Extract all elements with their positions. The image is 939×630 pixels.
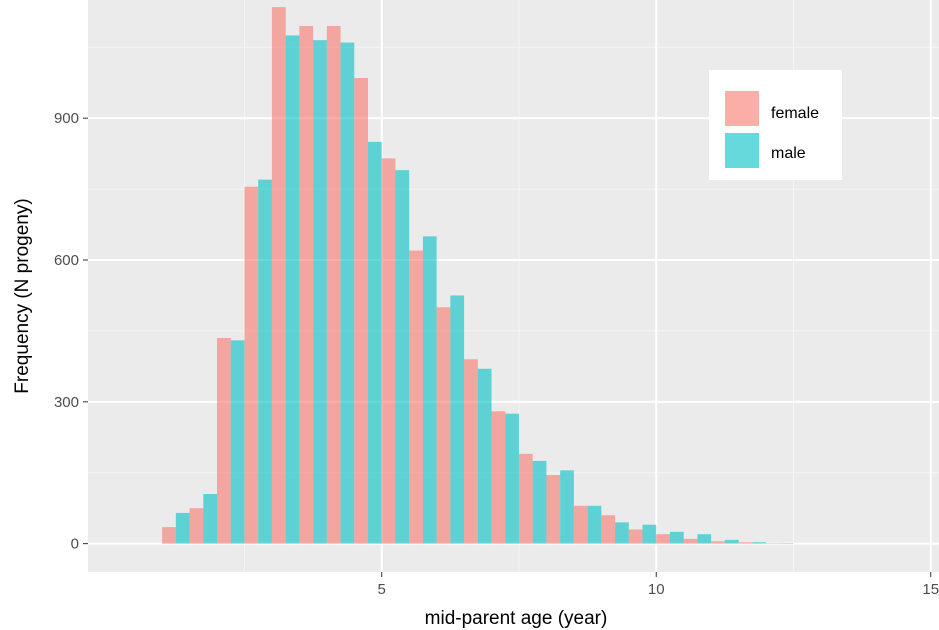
bar-male: [724, 539, 739, 544]
bar-male: [587, 505, 602, 544]
bar-female: [162, 527, 176, 544]
bar-male: [422, 236, 437, 544]
bar-female: [738, 542, 753, 544]
bar-female: [573, 505, 588, 544]
x-tick-label: 5: [378, 581, 386, 598]
y-axis-title: Frequency (N progeny): [12, 198, 33, 393]
y-tick-label: 900: [54, 110, 79, 127]
bar-male: [230, 340, 245, 544]
bar-male: [642, 524, 657, 544]
bar-female: [464, 359, 478, 544]
bar-male: [340, 42, 355, 544]
bar-female: [628, 529, 643, 544]
bar-female: [271, 7, 286, 544]
bar-male: [477, 368, 492, 544]
bar-female: [436, 307, 451, 544]
bar-female: [381, 158, 396, 544]
legend-label-male: male: [771, 145, 806, 162]
bar-male: [505, 413, 519, 544]
y-axis: 0 300 600 900: [54, 110, 88, 553]
bar-male: [560, 470, 574, 544]
bar-male: [697, 534, 712, 544]
bar-female: [217, 338, 231, 544]
y-tick-label: 0: [71, 536, 79, 553]
bar-male: [285, 35, 300, 544]
bar-female: [491, 411, 506, 544]
bar-male: [615, 522, 629, 544]
legend-label-female: female: [771, 105, 819, 122]
legend: female male: [709, 70, 842, 180]
bar-male: [203, 494, 218, 544]
bar-male: [532, 460, 547, 544]
bar-male: [395, 170, 410, 544]
x-tick-label: 15: [922, 581, 939, 598]
x-axis: 5 10 15: [378, 572, 939, 598]
bar-male: [669, 531, 684, 544]
bar-male: [313, 40, 327, 544]
bar-female: [354, 78, 369, 544]
legend-key-female: [725, 91, 759, 126]
bar-female: [409, 250, 423, 544]
y-tick-label: 600: [54, 252, 79, 269]
bar-female: [601, 515, 616, 544]
bar-female: [711, 541, 725, 544]
bar-male: [368, 141, 382, 544]
bar-female: [326, 26, 341, 544]
bar-male: [752, 542, 767, 544]
bar-female: [299, 26, 314, 544]
legend-key-male: [725, 133, 759, 168]
bar-female: [683, 538, 698, 544]
bar-male: [175, 512, 190, 544]
y-tick-label: 300: [54, 394, 79, 411]
bar-female: [244, 186, 259, 544]
bar-female: [189, 508, 204, 544]
x-axis-title: mid-parent age (year): [425, 608, 608, 629]
x-tick-label: 10: [648, 581, 665, 598]
bar-male: [450, 295, 465, 544]
bar-male: [258, 179, 272, 544]
bar-female: [656, 534, 670, 544]
bars-group: [162, 7, 794, 544]
bar-female: [518, 453, 533, 544]
bar-female: [546, 475, 561, 544]
